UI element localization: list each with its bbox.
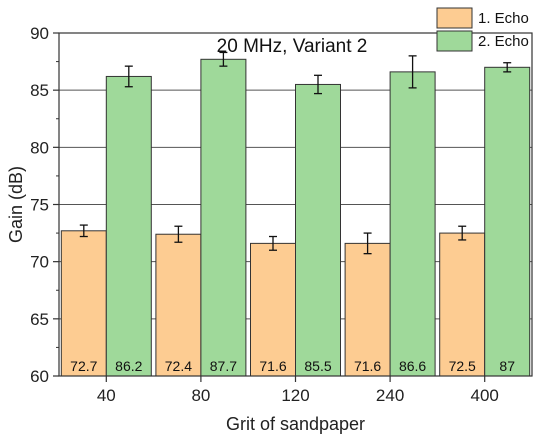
bar-value-label: 71.6: [259, 358, 286, 374]
bar-1-echo-240: [344, 242, 391, 377]
x-tick-label: 400: [471, 386, 499, 405]
legend-label-1: 1. Echo: [478, 10, 529, 27]
bar-value-label: 86.2: [115, 358, 142, 374]
bar-2-echo-400: [484, 66, 531, 377]
bar-value-label: 71.6: [354, 358, 381, 374]
bar-2-echo-80: [200, 58, 247, 377]
legend-label-2: 2. Echo: [478, 33, 529, 50]
bar-2-echo-120: [295, 83, 341, 377]
bar-1-echo-120: [250, 242, 296, 377]
y-tick-label: 60: [30, 367, 49, 386]
y-axis-ticks: 60 65 70 75 80 85 90: [30, 24, 59, 386]
bar-2-echo-240: [389, 71, 436, 377]
bar-value-label: 72.4: [165, 358, 192, 374]
y-tick-label: 65: [30, 310, 49, 329]
y-axis-title: Gain (dB): [6, 166, 26, 243]
y-tick-label: 75: [30, 196, 49, 215]
x-axis-title: Grit of sandpaper: [226, 414, 365, 434]
bar-1-echo-400: [439, 232, 486, 377]
bar-labels: 72.7 86.2 72.4 87.7 71.6 85.5 71.6 86.6 72.5 87: [70, 358, 515, 374]
bar-2-echo-40: [105, 75, 152, 377]
bar-1-echo-40: [60, 230, 107, 377]
bar-1-echo-80: [155, 233, 202, 377]
bar-value-label: 72.5: [449, 358, 476, 374]
bar-value-label: 87: [499, 358, 515, 374]
chart-title: 20 MHz, Variant 2: [217, 36, 368, 57]
legend-swatch-2: [436, 30, 473, 52]
y-tick-label: 80: [30, 138, 49, 157]
bars: [60, 58, 531, 377]
error-bars: [79, 51, 512, 255]
bar-value-label: 85.5: [304, 358, 331, 374]
legend: 1. Echo 2. Echo: [436, 7, 529, 52]
y-tick-label: 70: [30, 253, 49, 272]
x-tick-label: 40: [97, 386, 116, 405]
bar-value-label: 72.7: [70, 358, 97, 374]
x-axis-ticks: 40 80 120 240 400: [97, 376, 499, 405]
y-tick-label: 90: [30, 24, 49, 43]
y-tick-label: 85: [30, 81, 49, 100]
x-tick-label: 80: [191, 386, 210, 405]
x-tick-label: 120: [281, 386, 309, 405]
bar-value-label: 86.6: [399, 358, 426, 374]
bar-value-label: 87.7: [210, 358, 237, 374]
x-tick-label: 240: [376, 386, 404, 405]
legend-swatch-1: [436, 7, 473, 29]
